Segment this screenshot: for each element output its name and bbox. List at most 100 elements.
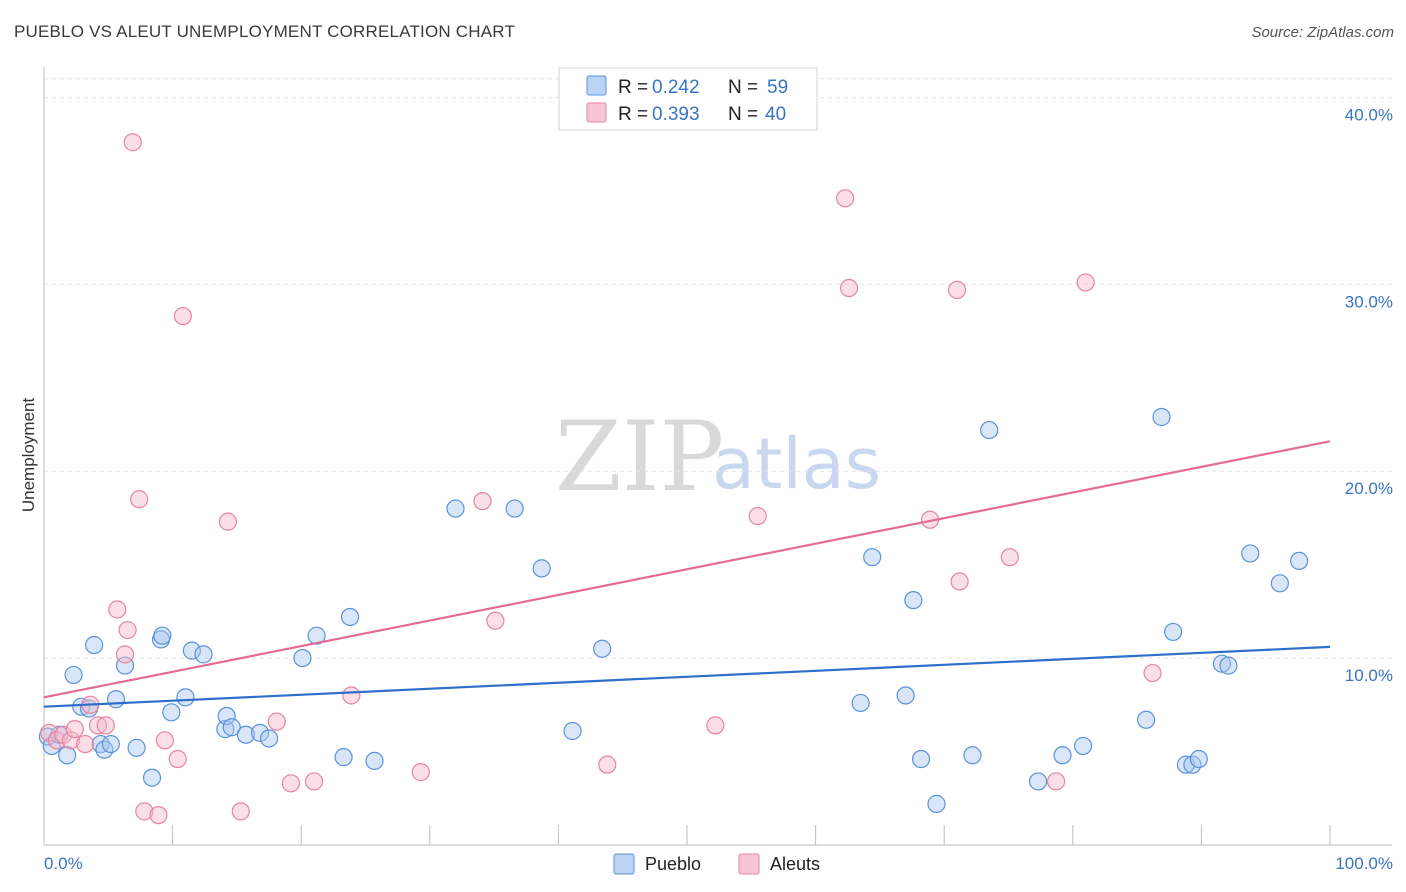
legend-r-label-pueblo: R = (618, 77, 648, 98)
legend-n-label-aleuts: N = (728, 104, 758, 125)
pueblo-point (236, 725, 256, 744)
aleuts-point (173, 306, 192, 326)
pueblo-point (532, 559, 551, 578)
pueblo-point (64, 665, 83, 685)
pueblo-point (911, 749, 931, 769)
pueblo-point (162, 703, 181, 722)
pueblo-point (1219, 656, 1238, 675)
pueblo-point (1290, 551, 1309, 571)
aleuts-point (88, 716, 108, 735)
pueblo-point (1212, 654, 1232, 673)
aleuts-point (281, 774, 301, 793)
y-tick-label: 30.0% (1345, 292, 1393, 311)
y-axis-label: Unemployment (19, 398, 38, 513)
pueblo-point (334, 748, 353, 767)
pueblo-point (194, 645, 213, 664)
aleuts-point (118, 620, 137, 640)
pueblo-trend-line (43, 645, 1331, 708)
pueblo-point (1073, 736, 1093, 756)
pueblo-point (1137, 710, 1156, 729)
pueblo-point (1164, 622, 1183, 642)
aleuts-point (108, 600, 127, 619)
aleuts-point (411, 763, 430, 782)
watermark-atlas: atlas (712, 423, 881, 505)
aleuts-point (486, 611, 505, 630)
pueblo-point (127, 738, 146, 757)
aleuts-point (135, 802, 154, 821)
pueblo-point (1028, 772, 1048, 791)
legend-n-label-pueblo: N = (728, 77, 758, 98)
aleuts-point (65, 720, 84, 739)
aleuts-point (1000, 548, 1019, 567)
aleuts-point (130, 490, 149, 509)
pueblo-point (217, 706, 236, 726)
pueblo-point (182, 641, 201, 660)
aleuts-point (1143, 663, 1162, 683)
source-credit: Source: ZipAtlas.com (1251, 24, 1394, 41)
series-legend-swatch-aleuts (738, 853, 760, 875)
aleuts-point (218, 512, 237, 531)
aleuts-point (748, 506, 767, 526)
pueblo-point (1189, 749, 1208, 769)
pueblo-point (1053, 746, 1072, 765)
y-tick-label: 40.0% (1345, 105, 1393, 124)
aleuts-point (598, 755, 617, 774)
pueblo-point (927, 794, 946, 813)
pueblo-point (101, 734, 120, 754)
aleuts-points (40, 133, 1162, 825)
y-tick-label: 10.0% (1345, 666, 1393, 685)
pueblo-point (340, 607, 360, 627)
y-tick-labels: 10.0% 20.0% 30.0% 40.0% (1345, 105, 1393, 685)
pueblo-point (176, 688, 195, 707)
pueblo-point (446, 499, 465, 518)
pueblo-point (58, 746, 77, 765)
aleuts-point (473, 491, 492, 511)
pueblo-point (85, 635, 104, 655)
pueblo-point (216, 720, 235, 739)
series-legend-label-pueblo: Pueblo (645, 854, 701, 874)
aleuts-point (950, 572, 969, 591)
pueblo-point (1152, 407, 1171, 427)
aleuts-point (40, 723, 59, 742)
x-tick-label-min: 0.0% (44, 854, 83, 873)
series-legend-swatch-pueblo (613, 853, 635, 875)
legend-n-value-pueblo: 59 (767, 77, 788, 98)
chart-title: PUEBLO VS ALEUT UNEMPLOYMENT CORRELATION… (14, 22, 516, 41)
pueblo-point (365, 751, 384, 770)
aleuts-point (231, 802, 250, 821)
pueblo-point (904, 591, 923, 610)
legend-swatch-aleuts (586, 102, 607, 123)
stats-legend: R = 0.242 N = 59 R = 0.393 N = 40 (558, 67, 818, 131)
aleuts-point (342, 686, 361, 705)
legend-r-value-pueblo: 0.242 (652, 77, 700, 98)
watermark-zip: ZIP (555, 401, 724, 513)
series-legend: Pueblo Aleuts (613, 853, 820, 875)
aleuts-point (947, 280, 967, 299)
pueblo-point (851, 693, 870, 713)
legend-n-value-aleuts: 40 (765, 104, 786, 125)
pueblo-point (142, 768, 162, 787)
pueblo-point (259, 729, 279, 748)
pueblo-point (1270, 574, 1289, 593)
aleuts-point (706, 716, 725, 735)
aleuts-point (1076, 273, 1095, 292)
axes (43, 67, 1392, 846)
pueblo-point (106, 690, 126, 709)
aleuts-point (76, 734, 95, 754)
aleuts-point (267, 712, 286, 731)
pueblo-point (153, 626, 172, 645)
aleuts-point (168, 749, 187, 769)
legend-swatch-pueblo (586, 75, 607, 96)
aleuts-point (96, 716, 115, 735)
series-legend-label-aleuts: Aleuts (770, 854, 820, 874)
aleuts-point (839, 278, 859, 298)
pueblo-point (505, 499, 524, 518)
pueblo-point (863, 548, 882, 567)
aleuts-point (836, 189, 855, 208)
gridlines (44, 78, 1392, 659)
pueblo-point (896, 686, 915, 705)
aleuts-point (155, 731, 174, 750)
aleuts-point (61, 731, 81, 750)
pueblo-point (980, 420, 999, 440)
x-tick-label-max: 100.0% (1335, 854, 1393, 873)
